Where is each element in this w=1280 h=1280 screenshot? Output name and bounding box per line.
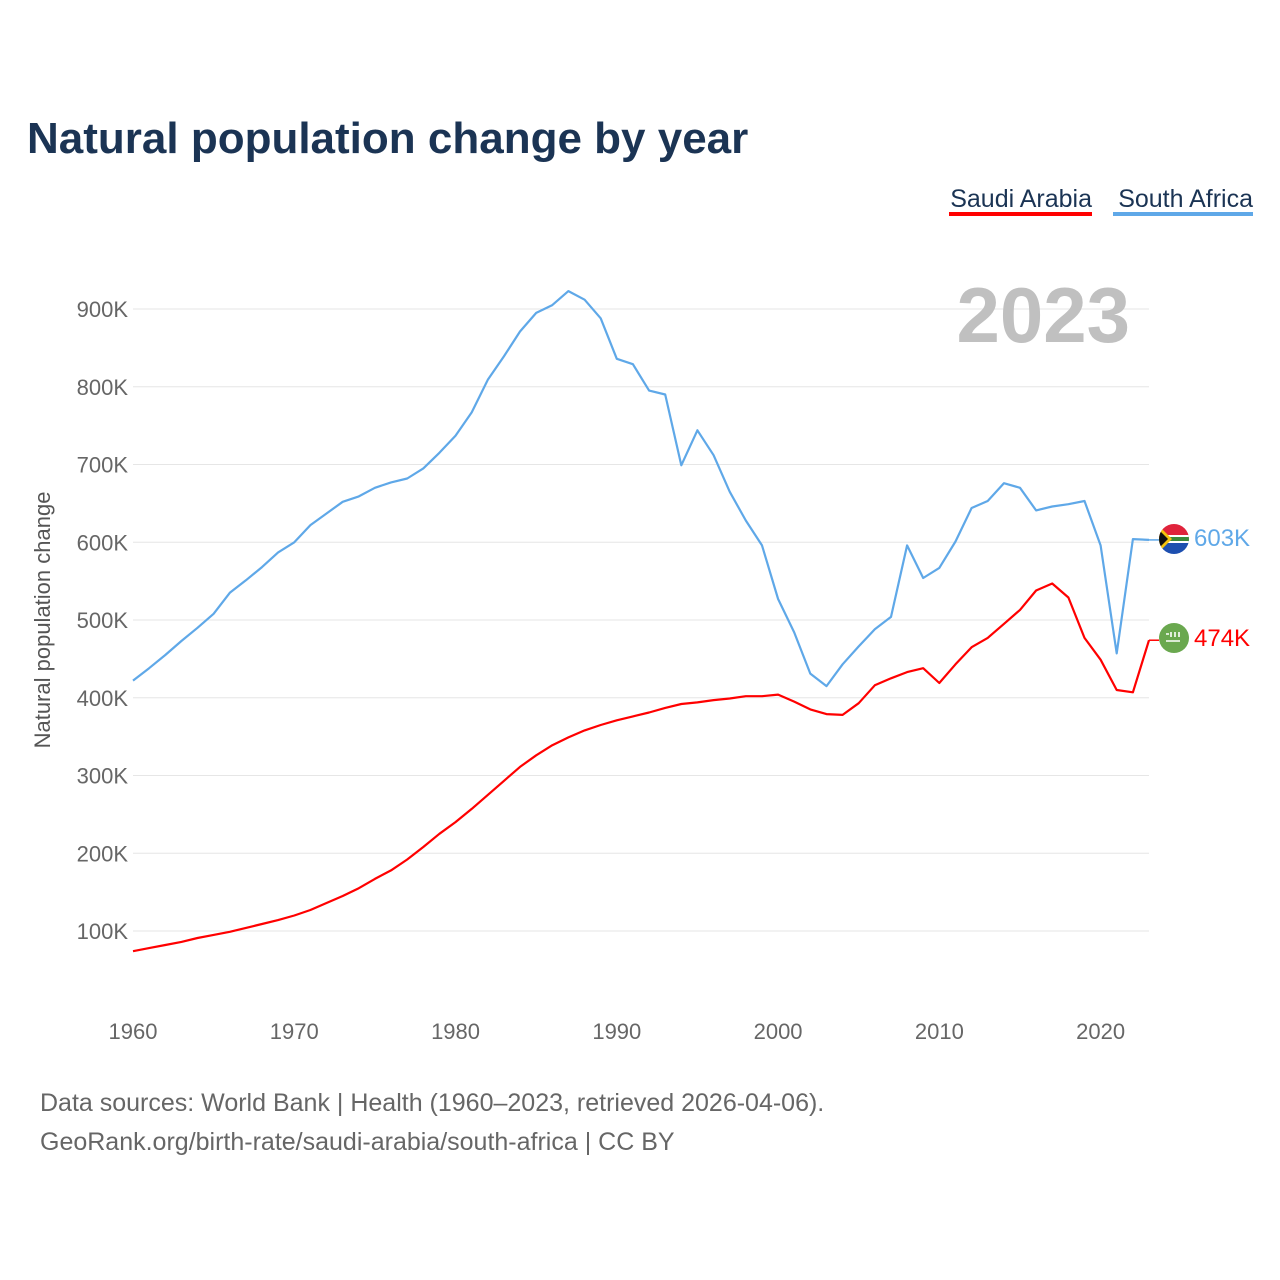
series-line-south-africa xyxy=(132,290,1150,688)
y-tick-label: 700K xyxy=(77,453,129,478)
legend-swatch-saudi-arabia xyxy=(949,212,1092,216)
x-tick-label: 1960 xyxy=(109,1019,158,1044)
legend-label-south-africa[interactable]: South Africa xyxy=(1118,185,1253,213)
end-marker-south-africa: 603K xyxy=(1159,524,1250,554)
x-tick-label: 1980 xyxy=(431,1019,480,1044)
x-tick-label: 2010 xyxy=(915,1019,964,1044)
chart-title: Natural population change by year xyxy=(27,114,748,163)
y-tick-label: 300K xyxy=(77,764,129,789)
grid xyxy=(133,308,1149,932)
series-lines xyxy=(132,290,1159,953)
x-axis: 1960 1970 1980 1990 2000 2010 2020 xyxy=(109,1019,1126,1044)
legend-item-saudi-arabia[interactable]: Saudi Arabia xyxy=(949,185,1092,216)
y-axis-label: Natural population change xyxy=(30,492,55,749)
y-tick-label: 500K xyxy=(77,608,129,633)
y-tick-label: 100K xyxy=(77,919,129,944)
end-label-south-africa: 603K xyxy=(1194,525,1250,552)
y-tick-label: 600K xyxy=(77,530,129,555)
legend-label-saudi-arabia[interactable]: Saudi Arabia xyxy=(950,185,1092,213)
legend-swatch-south-africa xyxy=(1113,212,1253,216)
x-tick-label: 2000 xyxy=(754,1019,803,1044)
series-line-saudi-arabia xyxy=(132,582,1151,953)
y-axis: 100K 200K 300K 400K 500K 600K 700K 800K 900K xyxy=(77,297,129,944)
x-tick-label: 2020 xyxy=(1076,1019,1125,1044)
y-tick-label: 900K xyxy=(77,297,129,322)
current-year-label: 2023 xyxy=(956,271,1130,359)
end-label-saudi-arabia: 474K xyxy=(1194,625,1250,652)
footer-sources: Data sources: World Bank | Health (1960–… xyxy=(40,1089,824,1117)
end-marker-saudi-arabia: 474K xyxy=(1159,623,1250,653)
x-tick-label: 1970 xyxy=(270,1019,319,1044)
saudi-arabia-flag-icon xyxy=(1159,623,1189,653)
x-tick-label: 1990 xyxy=(592,1019,641,1044)
y-tick-label: 200K xyxy=(77,841,129,866)
footer-attribution[interactable]: GeoRank.org/birth-rate/saudi-arabia/sout… xyxy=(40,1128,675,1156)
y-tick-label: 400K xyxy=(77,686,129,711)
south-africa-flag-icon xyxy=(1159,524,1189,554)
legend: Saudi Arabia South Africa xyxy=(949,185,1253,216)
legend-item-south-africa[interactable]: South Africa xyxy=(1113,185,1253,216)
y-tick-label: 800K xyxy=(77,375,129,400)
